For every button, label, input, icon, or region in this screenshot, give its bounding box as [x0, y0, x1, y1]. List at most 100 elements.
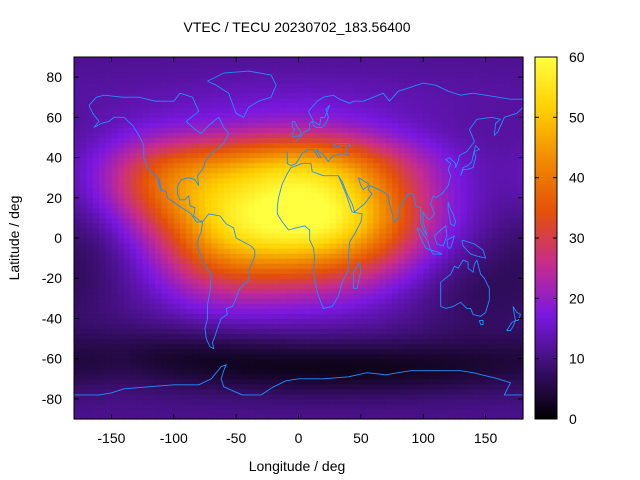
heatmap-cell: [161, 187, 169, 194]
heatmap-cell: [204, 368, 212, 375]
heatmap-cell: [180, 323, 187, 330]
heatmap-cell: [317, 343, 325, 350]
heatmap-cell: [423, 192, 431, 199]
heatmap-cell: [117, 368, 125, 375]
heatmap-cell: [242, 217, 250, 224]
heatmap-cell: [367, 142, 374, 149]
heatmap-cell: [398, 132, 406, 139]
heatmap-cell: [354, 187, 362, 194]
heatmap-cell: [286, 273, 293, 279]
heatmap-cell: [473, 263, 480, 269]
heatmap-cell: [267, 217, 275, 224]
heatmap-cell: [298, 62, 306, 68]
heatmap-cell: [448, 398, 456, 405]
heatmap-cell: [317, 62, 325, 68]
heatmap-cell: [292, 243, 300, 249]
heatmap-cell: [130, 232, 137, 239]
heatmap-cell: [329, 383, 337, 390]
heatmap-cell: [460, 298, 468, 304]
heatmap-cell: [80, 253, 88, 259]
heatmap-cell: [211, 82, 219, 88]
heatmap-cell: [292, 77, 300, 83]
heatmap-cell: [342, 343, 349, 350]
heatmap-cell: [385, 378, 393, 385]
heatmap-cell: [123, 212, 131, 219]
heatmap-cell: [360, 403, 368, 410]
heatmap-cell: [392, 187, 399, 194]
heatmap-cell: [192, 268, 200, 274]
heatmap-cell: [448, 358, 456, 365]
heatmap-cell: [323, 212, 331, 219]
heatmap-cell: [392, 182, 399, 189]
heatmap-cell: [92, 217, 100, 224]
heatmap-cell: [111, 157, 119, 164]
heatmap-cell: [435, 328, 443, 335]
heatmap-cell: [267, 67, 275, 73]
heatmap-cell: [317, 197, 325, 204]
heatmap-cell: [98, 197, 106, 204]
heatmap-cell: [80, 318, 88, 325]
heatmap-cell: [385, 142, 393, 149]
heatmap-cell: [448, 72, 456, 78]
heatmap-cell: [329, 187, 337, 194]
heatmap-cell: [304, 253, 312, 259]
heatmap-cell: [167, 363, 175, 370]
heatmap-cell: [261, 92, 268, 98]
heatmap-cell: [273, 152, 281, 159]
heatmap-cell: [204, 77, 212, 83]
heatmap-cell: [498, 258, 505, 264]
heatmap-cell: [342, 97, 349, 103]
heatmap-cell: [454, 318, 462, 325]
heatmap-cell: [460, 378, 468, 385]
heatmap-cell: [367, 67, 374, 73]
heatmap-cell: [173, 147, 181, 154]
heatmap-cell: [186, 243, 194, 249]
heatmap-cell: [186, 57, 194, 63]
heatmap-cell: [448, 192, 456, 199]
heatmap-cell: [155, 202, 162, 209]
heatmap-cell: [298, 338, 306, 345]
heatmap-cell: [429, 273, 437, 279]
heatmap-cell: [161, 298, 169, 304]
heatmap-cell: [485, 147, 493, 154]
heatmap-cell: [105, 192, 113, 199]
heatmap-cell: [392, 388, 399, 395]
heatmap-cell: [74, 97, 81, 103]
heatmap-cell: [367, 217, 374, 224]
heatmap-cell: [148, 328, 156, 335]
heatmap-cell: [267, 358, 275, 365]
heatmap-cell: [379, 167, 387, 174]
heatmap-cell: [479, 102, 487, 108]
heatmap-cell: [92, 293, 100, 299]
heatmap-cell: [180, 167, 187, 174]
heatmap-cell: [360, 348, 368, 355]
heatmap-cell: [373, 373, 381, 380]
heatmap-cell: [273, 413, 281, 420]
heatmap-cell: [342, 117, 349, 123]
heatmap-cell: [379, 172, 387, 179]
heatmap-cell: [435, 253, 443, 259]
heatmap-cell: [448, 232, 456, 239]
heatmap-cell: [80, 278, 88, 284]
heatmap-cell: [441, 243, 449, 249]
heatmap-cell: [454, 67, 462, 73]
heatmap-cell: [348, 67, 356, 73]
heatmap-cell: [242, 368, 250, 375]
heatmap-cell: [286, 217, 293, 224]
heatmap-cell: [410, 232, 418, 239]
heatmap-cell: [223, 107, 231, 113]
heatmap-cell: [261, 232, 268, 239]
heatmap-cell: [198, 373, 206, 380]
heatmap-cell: [261, 167, 268, 174]
heatmap-cell: [105, 212, 113, 219]
heatmap-cell: [491, 253, 499, 259]
heatmap-cell: [454, 212, 462, 219]
heatmap-cell: [223, 187, 231, 194]
heatmap-cell: [229, 238, 237, 244]
heatmap-cell: [211, 298, 219, 304]
heatmap-cell: [373, 298, 381, 304]
heatmap-cell: [367, 358, 374, 365]
heatmap-cell: [367, 157, 374, 164]
heatmap-cell: [485, 112, 493, 118]
heatmap-cell: [123, 147, 131, 154]
